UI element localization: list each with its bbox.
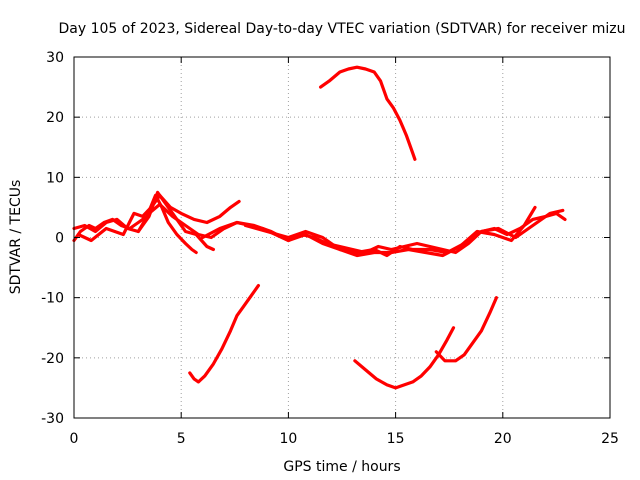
y-tick-label: -10 — [41, 291, 64, 307]
y-tick-label: 30 — [46, 50, 64, 66]
y-tick-label: 10 — [46, 170, 64, 186]
y-tick-label: 20 — [46, 110, 64, 126]
x-tick-label: 10 — [279, 431, 297, 447]
x-tick-label: 20 — [494, 431, 512, 447]
series-line-pass-7 — [319, 65, 417, 161]
x-tick-label: 0 — [70, 431, 79, 447]
x-axis-label: GPS time / hours — [283, 459, 400, 475]
grid-layer — [74, 57, 610, 418]
series-line-track-6 — [243, 208, 565, 258]
chart-title: Day 105 of 2023, Sidereal Day-to-day VTE… — [59, 21, 626, 37]
y-axis-label: SDTVAR / TECUs — [8, 180, 24, 295]
series-line-pass-10 — [434, 296, 498, 363]
tick-layer: 0 5 10 15 20 25 -30 -20 -10 0 10 20 30 — [41, 50, 619, 447]
y-tick-label: -30 — [41, 411, 64, 427]
y-tick-label: -20 — [41, 351, 64, 367]
y-tick-label: 0 — [55, 231, 64, 247]
x-tick-label: 5 — [177, 431, 186, 447]
series-line-track-5 — [201, 205, 537, 258]
series-line-pass-8 — [188, 284, 260, 384]
series-line-track-3 — [76, 193, 241, 243]
x-tick-label: 25 — [601, 431, 619, 447]
series-layer — [72, 65, 567, 390]
series-line-pass-9 — [353, 326, 456, 390]
series-line-track-1 — [72, 193, 198, 255]
x-tick-label: 15 — [387, 431, 405, 447]
